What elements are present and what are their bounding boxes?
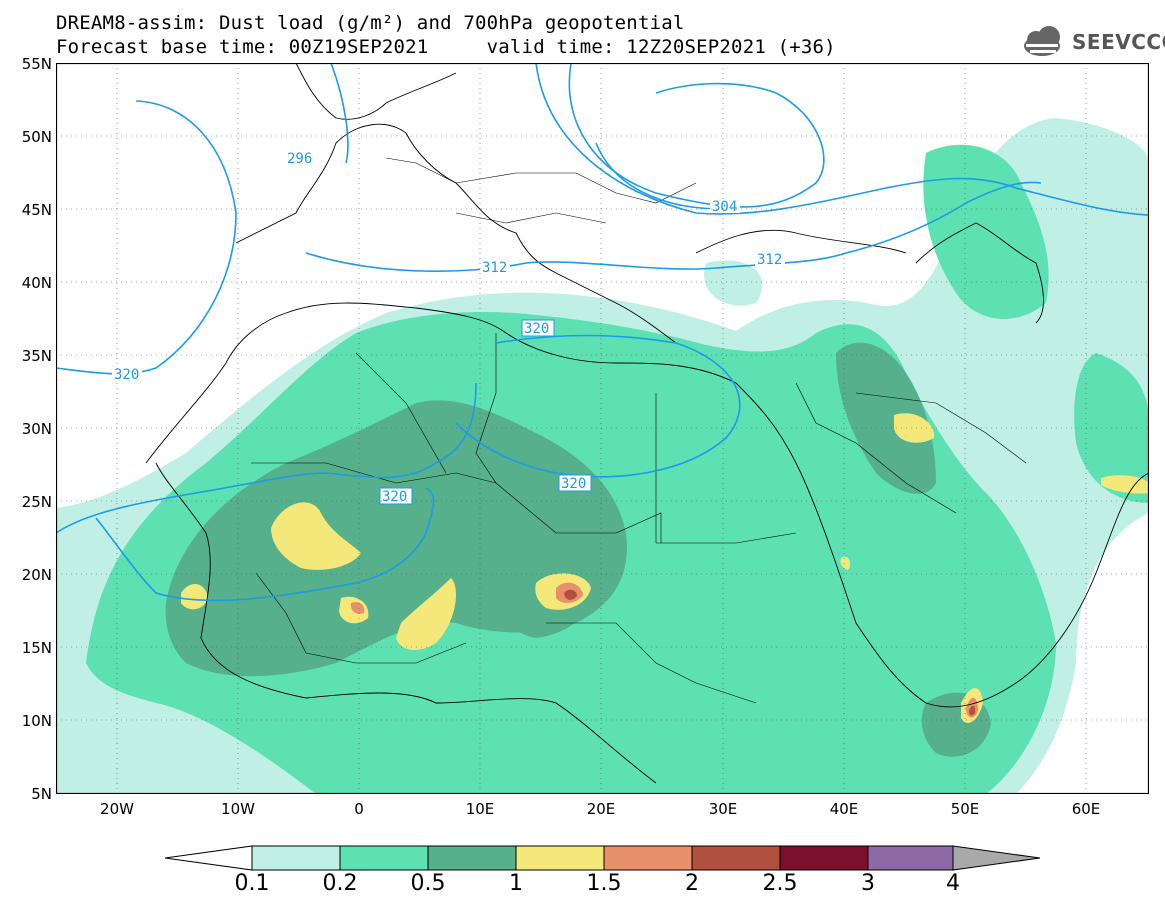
lat-label-10n: 10N [21,712,52,730]
contour-label-320a: 320 [524,321,549,337]
colorbar-bin-0 [251,845,341,871]
lat-label-15n: 15N [21,639,52,657]
contour-label-320b: 320 [114,367,139,383]
gridlines [56,63,1149,794]
lat-label-45n: 45N [21,201,52,219]
lon-label-0: 0 [354,800,364,818]
colorbar-bin-7 [867,845,954,871]
lon-label-30e: 30E [708,800,738,818]
logo-text: SEEVCCC [1072,30,1165,54]
cloud-icon [1024,26,1060,56]
colorbar-label-0.2: 0.2 [322,871,358,896]
lat-label-35n: 35N [21,347,52,365]
map-border [56,63,1149,794]
colorbar-label-1.5: 1.5 [586,871,622,896]
contour-label-320d: 320 [561,476,586,492]
colorbar-label-3: 3 [861,871,875,896]
lon-label-10e: 10E [465,800,495,818]
contour-label-312: 312 [482,260,507,276]
colorbar-label-2: 2 [685,871,699,896]
colorbar-label-0.5: 0.5 [410,871,446,896]
lon-label-50e: 50E [950,800,980,818]
contour-label-320c: 320 [382,489,407,505]
colorbar-bin-6 [779,845,869,871]
colorbar-label-0.1: 0.1 [234,871,270,896]
country-borders [251,157,1027,704]
contour-labels: 296 304 312 312 320 320 320 320 [112,151,785,505]
colorbar-bin-5 [691,845,781,871]
lon-label-20e: 20E [586,800,616,818]
map-subtitle: Forecast base time: 00Z19SEP2021 valid t… [56,36,836,58]
colorbar-label-1: 1 [509,871,523,896]
lat-label-25n: 25N [21,493,52,511]
lat-label-30n: 30N [21,420,52,438]
lon-label-10w: 10W [221,800,255,818]
lon-label-20w: 20W [100,800,134,818]
colorbar-bin-4 [603,845,693,871]
contour-label-304: 304 [712,199,737,215]
colorbar-bin-2 [427,845,517,871]
colorbar-bin-3 [515,845,605,871]
colorbar [165,845,1040,871]
colorbar-label-2.5: 2.5 [762,871,798,896]
contour-label-312b: 312 [757,252,782,268]
lat-label-55n: 55N [21,55,52,73]
colorbar-label-4: 4 [946,871,960,896]
dust-level-2 [564,589,976,716]
lat-label-5n: 5N [31,785,52,803]
colorbar-bin-1 [339,845,429,871]
lon-label-60e: 60E [1071,800,1101,818]
lon-label-40e: 40E [829,800,859,818]
lat-label-50n: 50N [21,128,52,146]
colorbar-under-arrow [165,845,253,871]
lat-label-40n: 40N [21,274,52,292]
map-canvas: 296 304 312 312 320 320 320 320 [56,63,1149,794]
map-title: DREAM8-assim: Dust load (g/m²) and 700hP… [56,12,685,34]
map-plot[interactable]: 296 304 312 312 320 320 320 320 [56,63,1149,794]
colorbar-over-arrow [952,845,1040,871]
dust-level-1 [181,413,1149,723]
lat-label-20n: 20N [21,566,52,584]
contour-label-296: 296 [287,151,312,167]
